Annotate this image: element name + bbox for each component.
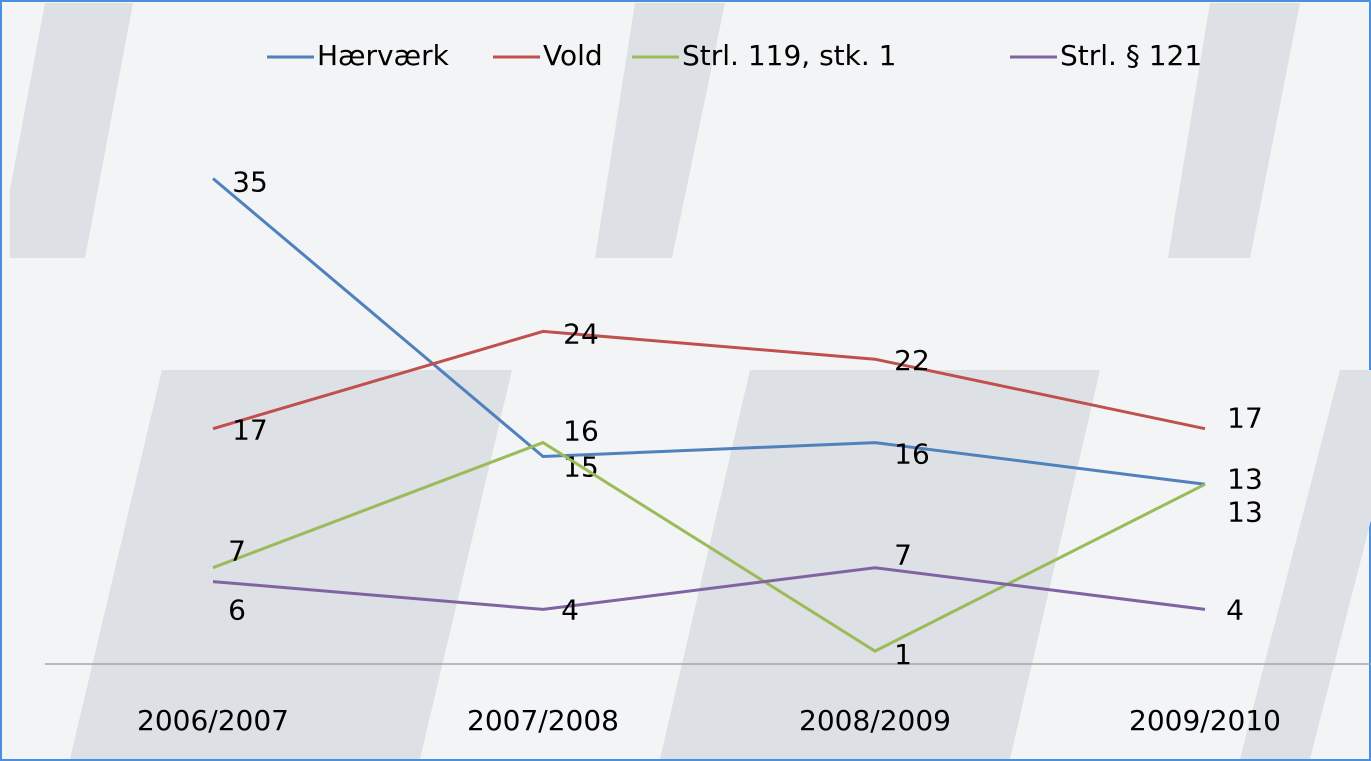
x-tick-label: 2008/2009 xyxy=(799,704,951,737)
data-label: 17 xyxy=(232,414,268,447)
data-label: 4 xyxy=(1226,593,1244,626)
data-label: 7 xyxy=(894,539,912,572)
data-label: 35 xyxy=(232,166,268,199)
data-label: 24 xyxy=(563,317,599,350)
data-label: 13 xyxy=(1227,495,1263,528)
data-label: 1 xyxy=(894,638,912,671)
data-label: 13 xyxy=(1227,462,1263,495)
data-label: 17 xyxy=(1227,402,1263,435)
data-label: 4 xyxy=(561,593,579,626)
x-tick-label: 2006/2007 xyxy=(137,704,289,737)
data-label: 16 xyxy=(894,438,930,471)
series-line xyxy=(212,177,1206,486)
data-label: 7 xyxy=(228,535,246,568)
legend-label: Hærværk xyxy=(317,39,450,72)
data-label: 16 xyxy=(563,415,599,448)
x-tick-label: 2009/2010 xyxy=(1129,704,1281,737)
x-tick-label: 2007/2008 xyxy=(467,704,619,737)
series-line xyxy=(212,566,1206,611)
data-label: 22 xyxy=(894,344,930,377)
series-line xyxy=(212,440,1206,653)
decoration xyxy=(10,3,1371,759)
data-label: 6 xyxy=(228,594,246,627)
legend-label: Strl. 119, stk. 1 xyxy=(682,39,896,72)
series-line xyxy=(212,329,1206,431)
legend-label: Vold xyxy=(543,39,603,72)
legend-label: Strl. § 121 xyxy=(1060,39,1202,72)
